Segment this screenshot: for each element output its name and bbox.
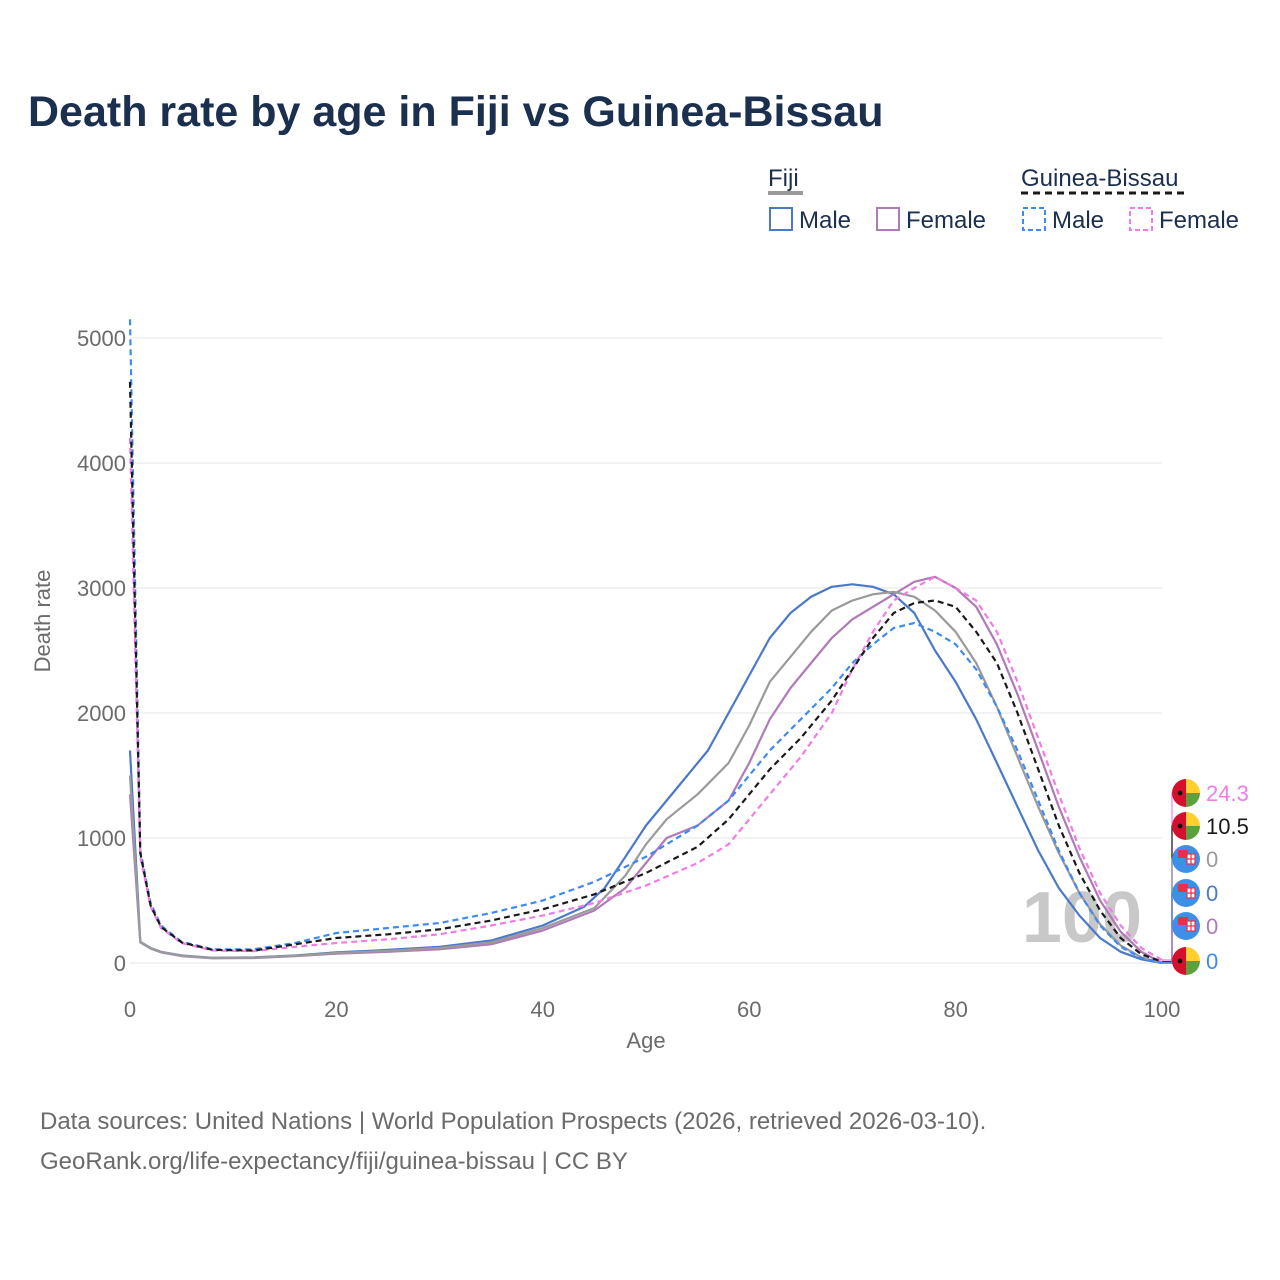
end-label-value: 10.5 — [1206, 814, 1249, 839]
guinea-bissau-flag-icon — [1172, 779, 1200, 807]
y-axis-title: Death rate — [30, 570, 55, 673]
legend-gb-female-label[interactable]: Female — [1159, 207, 1239, 234]
series-line-guinea-bissau[interactable] — [128, 381, 1163, 963]
legend-gb-male-label[interactable]: Male — [1052, 207, 1104, 234]
legend-gb-female-swatch[interactable] — [1129, 207, 1153, 231]
series-line-guinea-bissau-female[interactable] — [128, 437, 1163, 961]
end-label-value: 24.3 — [1206, 781, 1249, 806]
end-label-value: 0 — [1206, 847, 1218, 872]
legend-fiji-male-label[interactable]: Male — [799, 207, 851, 234]
y-axis-ticks: 0 1000 2000 3000 4000 5000 — [77, 326, 126, 976]
x-tick-label: 40 — [531, 997, 555, 1022]
y-tick-label: 3000 — [77, 576, 126, 601]
y-tick-label: 0 — [114, 951, 126, 976]
fiji-flag-icon — [1172, 879, 1200, 907]
end-label-value: 0 — [1206, 949, 1218, 974]
fiji-flag-icon — [1172, 912, 1200, 940]
legend-gb-male-swatch[interactable] — [1022, 207, 1046, 231]
legend-fiji-female-label[interactable]: Female — [906, 207, 986, 234]
fiji-flag-icon — [1172, 845, 1200, 873]
x-tick-label: 100 — [1144, 997, 1181, 1022]
legend-fiji-male-swatch[interactable] — [769, 207, 793, 231]
x-tick-label: 80 — [943, 997, 967, 1022]
chart-title: Death rate by age in Fiji vs Guinea-Biss… — [28, 88, 884, 136]
y-tick-label: 5000 — [77, 326, 126, 351]
legend-group-guinea-bissau[interactable]: Guinea-Bissau — [1021, 165, 1178, 192]
gridlines — [130, 337, 1162, 964]
legend[interactable]: Fiji Male Female Guinea-Bissau Male Fema… — [768, 165, 1239, 234]
x-tick-label: 20 — [324, 997, 348, 1022]
legend-fiji-female-swatch[interactable] — [876, 207, 900, 231]
end-label-value: 0 — [1206, 881, 1218, 906]
y-tick-label: 2000 — [77, 701, 126, 726]
end-label-value: 0 — [1206, 914, 1218, 939]
y-tick-label: 1000 — [77, 826, 126, 851]
x-axis-title: Age — [626, 1028, 665, 1053]
data-source-text: Data sources: United Nations | World Pop… — [40, 1108, 987, 1135]
series-line-fiji[interactable] — [128, 590, 1163, 965]
legend-group-fiji[interactable]: Fiji — [768, 165, 799, 192]
series-line-fiji-female[interactable] — [128, 575, 1163, 964]
guinea-bissau-flag-icon — [1172, 812, 1200, 840]
end-labels: 24.3 10.5 0 0 0 0 — [1162, 779, 1249, 975]
attribution-link[interactable]: GeoRank.org/life-expectancy/fiji/guinea-… — [40, 1148, 628, 1175]
x-tick-label: 0 — [124, 997, 136, 1022]
x-tick-label: 60 — [737, 997, 761, 1022]
series-lines — [128, 319, 1163, 965]
guinea-bissau-flag-icon — [1172, 947, 1200, 975]
end-label-connector — [1162, 858, 1177, 964]
series-line-fiji-male[interactable] — [128, 583, 1163, 965]
series-line-guinea-bissau-male[interactable] — [128, 319, 1163, 965]
y-tick-label: 4000 — [77, 451, 126, 476]
x-axis-ticks: 0 20 40 60 80 100 — [124, 997, 1180, 1022]
